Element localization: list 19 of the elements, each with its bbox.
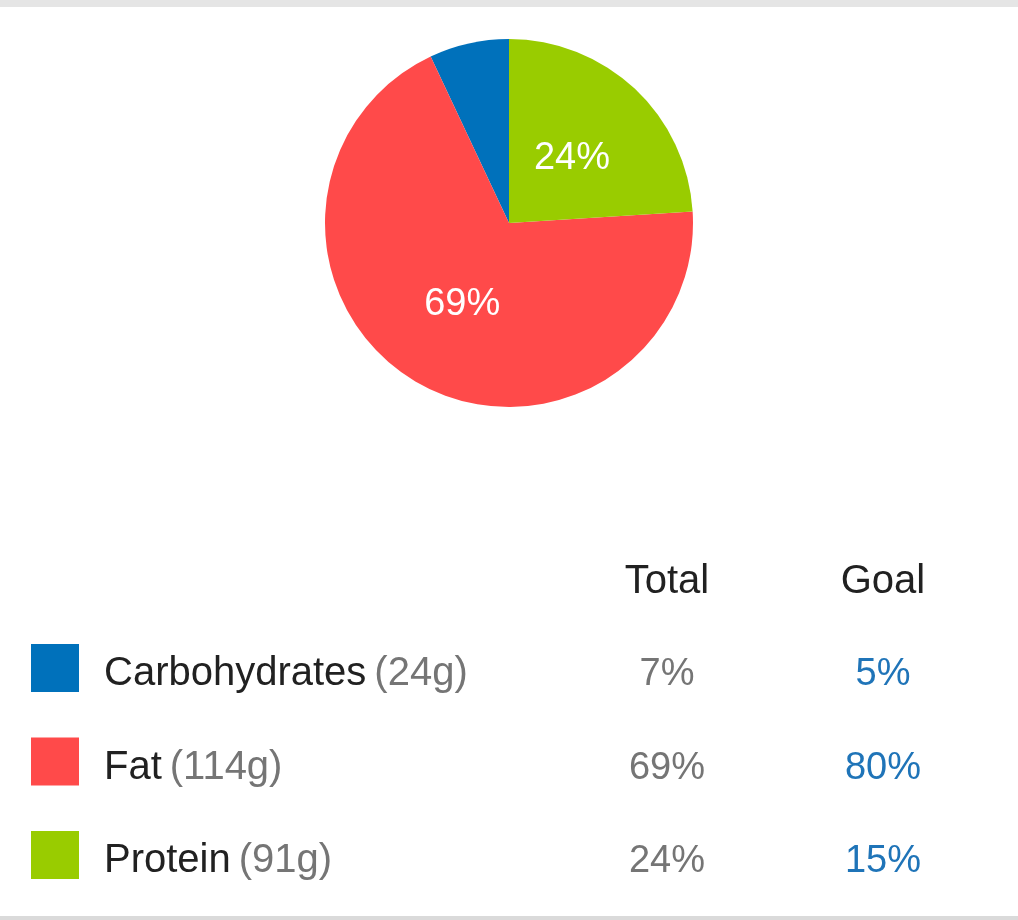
text: 5%: [855, 651, 911, 693]
text: 69%: [628, 744, 706, 787]
text: 24%: [628, 838, 706, 880]
text: 80%: [844, 744, 922, 787]
text: 15%: [844, 838, 922, 880]
pie-slice: [509, 39, 693, 223]
pie-slice: [430, 39, 509, 223]
legend-label: Carbohydrates: [104, 649, 367, 693]
legend-label: Protein: [104, 836, 231, 880]
text: (24g): [374, 649, 468, 693]
text: (114g): [169, 742, 283, 787]
text: (91g): [238, 836, 333, 880]
text: Total: [624, 557, 710, 601]
text: 7%: [639, 651, 695, 693]
data-label: 24%: [533, 134, 611, 177]
legend-label: Fat: [104, 742, 162, 787]
text: Goal: [840, 557, 926, 601]
pie-slice: [325, 56, 693, 407]
data-label: 69%: [424, 281, 501, 324]
